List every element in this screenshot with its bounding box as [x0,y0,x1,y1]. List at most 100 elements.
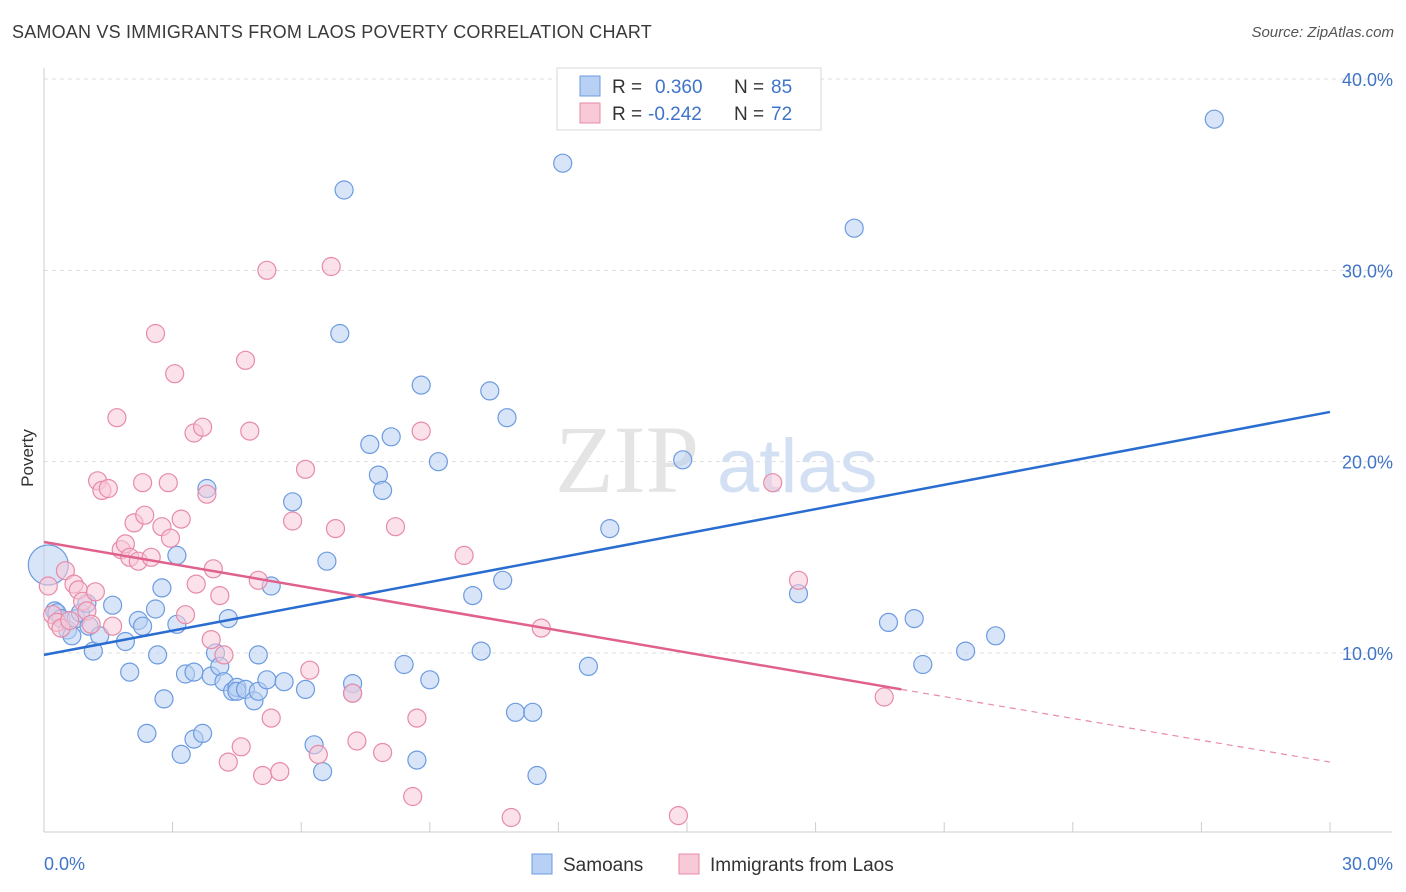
point-samoans-23 [171,744,191,765]
legend-n-label-1: N = [734,77,764,98]
x-tick-label-1: 30.0% [1342,854,1393,874]
point-laos-55 [343,683,363,703]
point-samoans-42 [257,670,277,690]
point-samoans-76 [844,218,864,238]
watermark-atlas: atlas [717,424,878,509]
trend-line-laos [43,540,902,691]
trend-line-laos-extension [901,688,1331,763]
point-laos-29 [165,364,185,384]
point-laos-33 [186,574,206,594]
point-laos-34 [193,417,213,437]
point-laos-15 [102,616,123,636]
point-laos-27 [158,473,178,493]
point-samoans-73 [600,518,620,539]
point-samoans-59 [407,750,427,770]
point-laos-58 [385,517,406,537]
point-samoans-26 [184,662,204,682]
point-samoans-70 [527,765,547,786]
source-label: Source: ZipAtlas.com [1251,24,1394,41]
watermark: ZIP atlas [555,406,878,513]
point-samoans-67 [497,408,517,428]
trend-lines [43,410,1331,763]
point-samoans-63 [463,585,483,606]
point-laos-57 [373,742,393,763]
point-laos-41 [231,737,251,757]
point-laos-56 [347,731,367,751]
point-laos-10 [81,614,101,634]
point-samoans-64 [471,641,491,661]
point-laos-36 [201,629,221,650]
point-laos-50 [295,459,316,479]
bottom-legend-swatch-laos [678,853,700,875]
point-samoans-19 [148,645,168,665]
series-immigrants-from-laos [38,256,894,828]
point-samoans-62 [428,452,448,472]
legend-n-value-1: 85 [771,77,792,98]
point-samoans-54 [360,434,380,454]
point-laos-63 [501,807,521,828]
point-laos-49 [283,511,303,531]
point-samoans-20 [152,578,172,598]
point-laos-35 [197,484,217,504]
point-laos-52 [308,744,328,765]
point-samoans-72 [578,656,599,677]
point-samoans-46 [295,679,316,700]
bottom-legend-label-samoans: Samoans [563,855,643,876]
legend-swatch-samoans [579,75,601,97]
point-laos-47 [261,708,281,728]
point-laos-16 [107,408,127,428]
chart-title: SAMOAN VS IMMIGRANTS FROM LAOS POVERTY C… [12,22,652,42]
point-samoans-21 [154,689,174,709]
point-laos-39 [214,645,234,665]
point-laos-30 [171,509,191,529]
legend-r-label-1: R = [612,77,642,98]
legend-box [556,67,822,131]
point-samoans-61 [420,670,440,690]
top-legend: R = 0.360 N = 85 R = -0.242 N = 72 [556,67,822,131]
point-laos-65 [668,805,689,826]
point-samoans-50 [330,323,350,344]
point-laos-53 [321,256,341,277]
point-samoans-58 [394,654,414,675]
legend-r-value-1: 0.360 [655,77,703,98]
point-samoans-28 [193,723,213,744]
point-laos-61 [411,421,431,441]
point-laos-38 [210,585,230,606]
point-samoans-68 [505,702,526,722]
point-laos-28 [160,528,181,548]
point-laos-31 [175,605,196,625]
point-samoans-12 [102,595,123,615]
legend-r-value-2: -0.242 [648,104,702,125]
point-samoans-66 [493,570,513,590]
trend-line-samoans [43,410,1331,657]
point-samoans-17 [137,723,157,744]
point-laos-11 [85,582,106,602]
point-samoans-41 [248,645,268,665]
legend-r-label-2: R = [612,104,642,125]
series-samoans [27,109,1224,786]
legend-n-value-2: 72 [771,104,792,125]
point-samoans-77 [878,612,899,633]
point-laos-24 [141,547,161,567]
point-laos-0 [38,576,58,596]
point-samoans-45 [283,492,303,512]
legend-swatch-laos [579,102,601,124]
point-laos-51 [300,660,320,680]
point-laos-67 [788,570,809,590]
point-laos-54 [325,518,346,539]
point-samoans-18 [145,599,166,619]
bottom-legend-swatch-samoans [531,853,553,875]
y-tick-label-2: 30.0% [1342,261,1393,281]
point-laos-42 [235,350,256,370]
point-samoans-69 [523,702,543,722]
point-samoans-60 [411,375,431,395]
point-samoans-82 [1204,109,1224,129]
point-laos-40 [218,752,238,772]
point-samoans-24 [167,545,187,566]
point-laos-68 [874,687,894,707]
y-axis-label: Poverty [18,429,37,487]
point-laos-62 [454,545,474,566]
axes [43,68,1392,833]
y-tick-label-3: 40.0% [1342,70,1393,90]
point-samoans-79 [913,654,933,675]
